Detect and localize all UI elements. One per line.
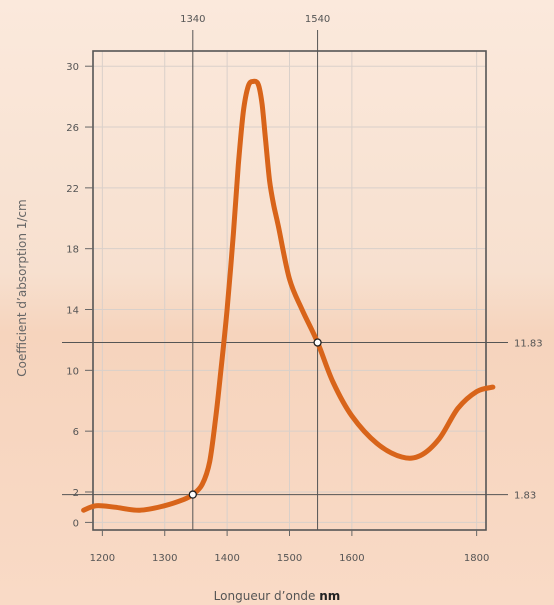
y-tick-label: 30 [66, 62, 79, 73]
x-axis-unit: nm [319, 589, 340, 603]
y-tick-label: 14 [66, 306, 79, 317]
y-tick-label: 22 [66, 184, 79, 195]
y-tick-label: 0 [73, 518, 79, 529]
vertical-reference-label: 1340 [180, 14, 205, 25]
x-tick-label: 1300 [152, 553, 177, 564]
x-tick-label: 1800 [464, 553, 489, 564]
reference-lines: 1340 1540 1.83 11.83 [62, 14, 543, 530]
x-axis-ticks: 1200 1300 1400 1500 1600 1800 [90, 530, 489, 564]
x-tick-label: 1200 [90, 553, 115, 564]
vertical-reference-label: 1540 [305, 14, 330, 25]
y-tick-label: 2 [73, 488, 79, 499]
y-tick-label: 18 [66, 245, 79, 256]
intersection-marker [188, 490, 197, 499]
intersection-marker [313, 338, 322, 347]
x-tick-label: 1400 [214, 553, 239, 564]
series-line [81, 78, 496, 513]
y-tick-label: 6 [73, 427, 79, 438]
horizontal-reference-label: 11.83 [514, 339, 543, 350]
y-tick-label: 26 [66, 123, 79, 134]
grid [93, 51, 486, 530]
horizontal-reference-label: 1.83 [514, 491, 536, 502]
y-tick-label: 10 [66, 366, 79, 377]
absorption-curve [81, 78, 496, 513]
y-axis-title: Coefficient d’absorption 1/cm [15, 199, 29, 376]
x-tick-label: 1600 [339, 553, 364, 564]
x-tick-label: 1500 [277, 553, 302, 564]
markers [188, 338, 322, 499]
x-axis-title: Longueur d’onde nm [214, 589, 341, 603]
